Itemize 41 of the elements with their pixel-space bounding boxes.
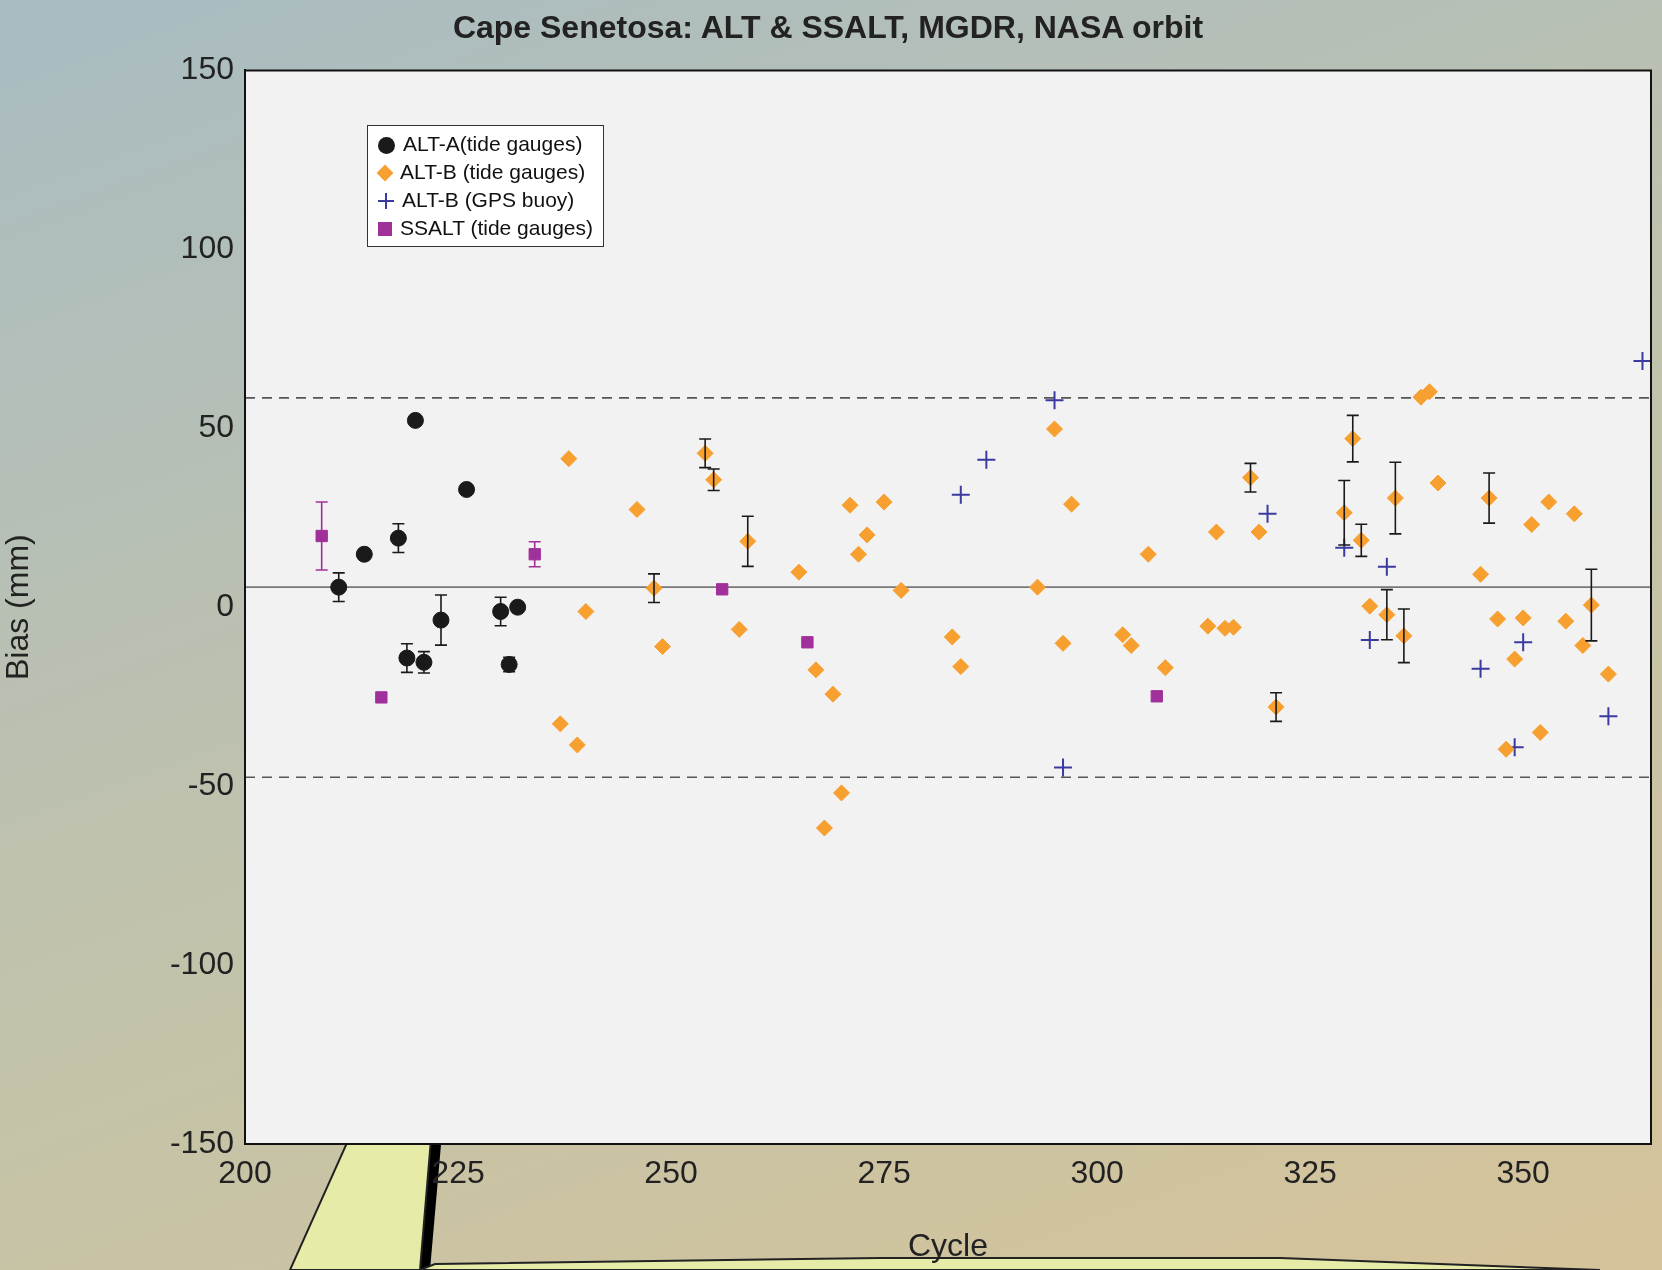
y-tick-label: 150	[180, 50, 234, 87]
y-tick-label: -50	[187, 765, 234, 802]
point	[950, 484, 971, 505]
point	[315, 529, 328, 543]
y-tick-label: 0	[216, 587, 234, 624]
legend-label: ALT-B (GPS buoy)	[402, 188, 575, 211]
x-tick-label: 325	[1283, 1154, 1337, 1191]
point	[528, 548, 541, 561]
y-tick-label: -100	[169, 944, 234, 981]
point	[458, 480, 476, 498]
x-tick-label: 250	[644, 1154, 698, 1191]
point	[1359, 630, 1380, 651]
point	[1632, 350, 1651, 371]
point	[1150, 690, 1163, 703]
x-tick-label: 300	[1070, 1154, 1124, 1191]
point	[1053, 757, 1074, 778]
point	[1598, 706, 1619, 727]
point	[1376, 556, 1397, 577]
point	[1513, 632, 1534, 653]
point	[1470, 658, 1491, 679]
y-tick-label: 50	[198, 408, 234, 445]
x-axis-title: Cycle	[907, 1226, 989, 1263]
point	[509, 598, 527, 616]
point	[976, 449, 997, 470]
legend-label: ALT-B (tide gauges)	[400, 160, 586, 183]
point	[406, 411, 424, 429]
legend-label: ALT-A(tide gauges)	[403, 132, 583, 155]
legend-label: SSALT (tide gauges)	[400, 216, 593, 239]
y-axis-title: Bias (mm)	[0, 534, 36, 681]
point	[716, 583, 729, 596]
point	[389, 529, 407, 547]
point	[801, 636, 814, 649]
chart-title: Cape Senetosa: ALT & SSALT, MGDR, NASA orbit	[452, 9, 1204, 46]
x-tick-label: 275	[857, 1154, 911, 1191]
point	[355, 545, 373, 563]
point	[1257, 503, 1278, 524]
y-tick-label: 100	[180, 229, 234, 266]
point	[1044, 390, 1065, 411]
point	[492, 602, 510, 620]
x-tick-label: 350	[1496, 1154, 1550, 1191]
point	[375, 691, 388, 704]
